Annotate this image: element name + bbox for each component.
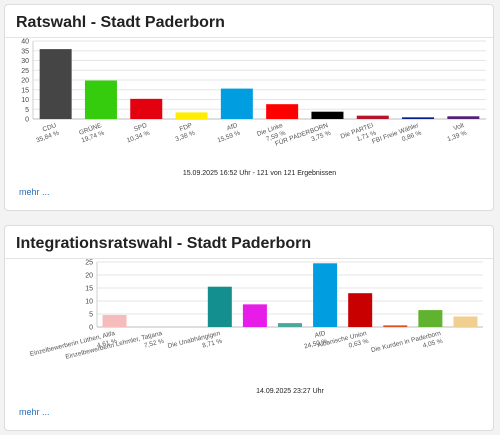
bar [278,323,302,327]
data-label: 1,39 % [446,130,468,144]
bar [453,316,478,327]
bar [102,315,127,327]
more-link[interactable]: mehr ... [19,187,50,197]
y-tick-label: 10 [21,97,29,104]
card-divider [5,258,493,259]
more-link[interactable]: mehr ... [19,407,50,417]
x-tick-label: AfD [226,122,239,132]
y-tick-label: 5 [25,107,29,114]
y-tick-label: 35 [21,48,29,55]
y-tick-label: 0 [89,325,93,332]
bar [242,304,267,327]
integrationsratswahl-card: Integrationsratswahl - Stadt Paderborn 0… [4,225,494,431]
bar [266,104,299,119]
data-label: 4,61 % [96,338,118,350]
data-label: 0,63 % [348,338,370,350]
y-tick-label: 0 [25,117,29,124]
bar [39,49,72,119]
bar [418,310,443,327]
x-tick-label: SPD [133,122,148,133]
ratswahl-card: Ratswahl - Stadt Paderborn 0 5 10 15 20 25 30 3… [4,4,494,211]
x-tick-label: CDU [42,122,58,133]
x-tick-label: Volt [452,122,465,132]
y-tick-label: 40 [21,39,29,46]
chart-footer: 14.09.2025 23:27 Uhr [256,388,324,395]
bar [130,98,163,119]
y-tick-label: 20 [85,273,93,280]
y-tick-label: 25 [85,260,93,267]
x-tick-label: AfD [314,330,327,339]
y-tick-label: 30 [21,58,29,65]
bar [348,293,373,327]
bar [356,115,389,119]
data-label: 3,38 % [175,130,197,144]
bar [311,111,344,119]
bar [207,286,232,327]
bar [84,80,117,119]
chart-footer: 15.09.2025 16:52 Uhr - 121 von 121 Ergeb… [183,170,336,177]
y-tick-label: 15 [21,87,29,94]
data-label: 8,71 % [202,338,224,350]
data-label: 7,52 % [143,338,165,350]
y-tick-label: 25 [21,68,29,75]
bar [383,325,408,327]
data-label: 4,05 % [422,338,444,350]
y-tick-label: 20 [21,78,29,85]
card-divider [5,37,493,38]
bar [175,112,208,119]
y-tick-label: 10 [85,299,93,306]
x-tick-label: FDP [179,122,194,133]
card-title: Integrationsratswahl - Stadt Paderborn [16,235,312,252]
bar [313,263,338,327]
y-tick-label: 15 [85,286,93,293]
card-title: Ratswahl - Stadt Paderborn [16,14,225,31]
y-tick-label: 5 [89,312,93,319]
bar [220,88,253,119]
bar [402,117,435,119]
bar [447,116,480,119]
